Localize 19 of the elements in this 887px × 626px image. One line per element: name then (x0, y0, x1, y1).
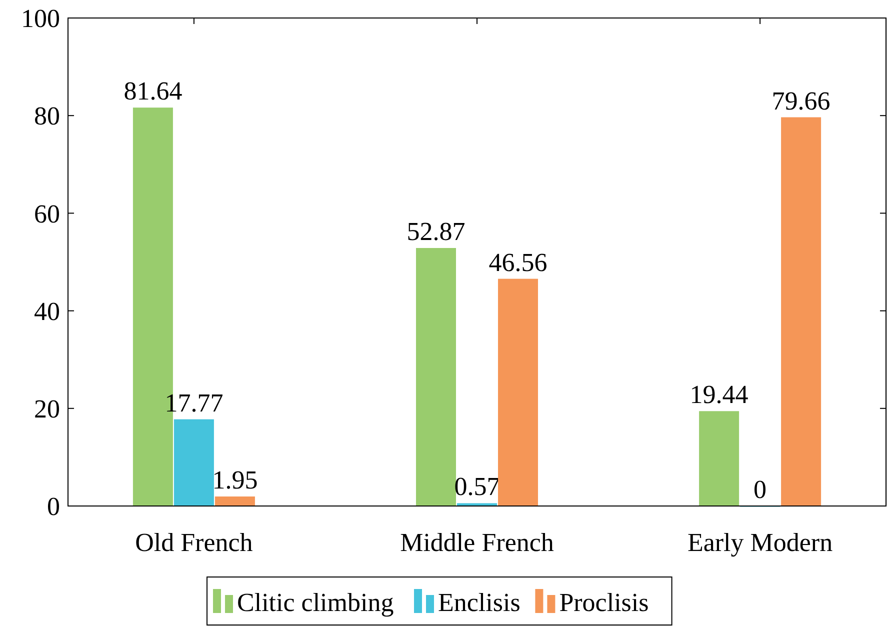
y-tick-label: 0 (47, 492, 60, 522)
data-label: 1.95 (212, 465, 258, 494)
y-tick-label: 60 (34, 199, 60, 228)
data-label: 79.66 (772, 86, 830, 116)
data-label: 81.64 (124, 76, 182, 106)
data-label: 46.56 (488, 248, 548, 277)
y-tick-label: 100 (21, 4, 60, 34)
data-label: 19.44 (690, 380, 748, 410)
legend-label: Clitic climbing (237, 588, 394, 617)
data-label: 52.87 (406, 216, 466, 246)
legend-label: Proclisis (559, 588, 649, 617)
data-label: 0 (754, 475, 767, 504)
x-tick-label: Old French (135, 528, 253, 557)
y-tick-label: 40 (34, 296, 60, 326)
y-tick-label: 20 (34, 394, 60, 424)
x-tick-label: Middle French (400, 528, 554, 557)
y-tick-label: 80 (34, 102, 60, 131)
legend-label: Enclisis (438, 588, 520, 617)
x-tick-label: Early Modern (687, 528, 833, 557)
